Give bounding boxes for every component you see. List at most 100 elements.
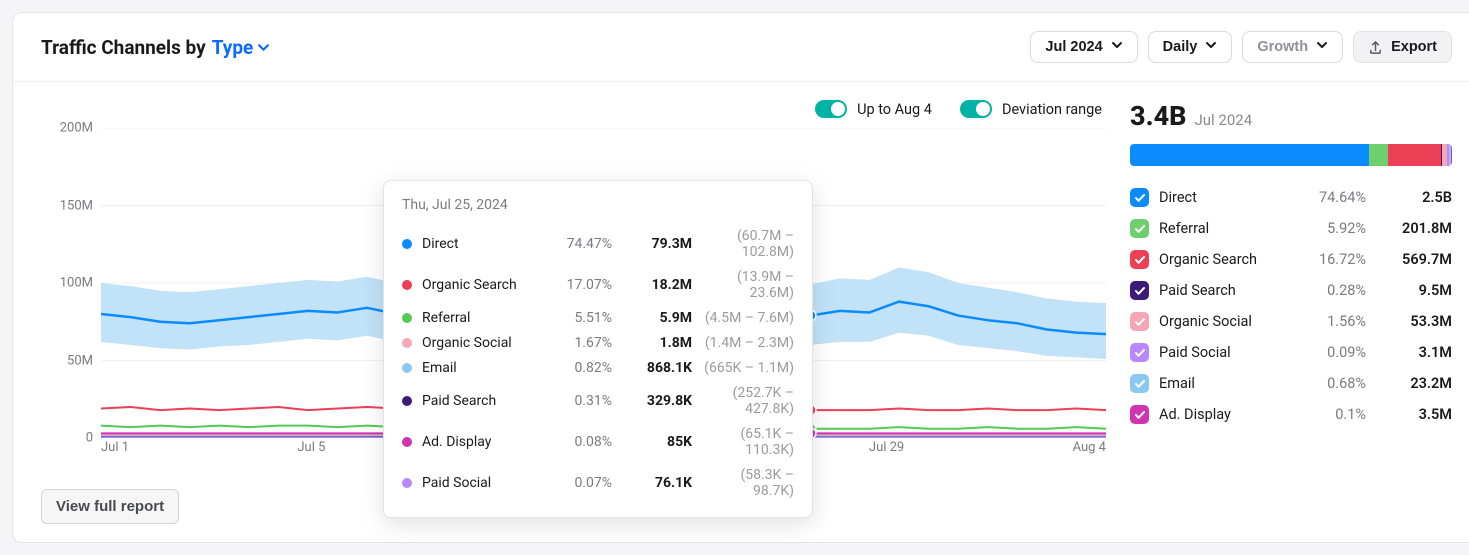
toggle-deviation-label: Deviation range: [1002, 101, 1102, 118]
tooltip-row: Email0.82%868.1K(665K – 1.1M): [402, 355, 794, 380]
frequency-selector[interactable]: Daily: [1148, 31, 1233, 63]
view-full-report-label: View full report: [56, 498, 164, 515]
title-prefix: Traffic Channels by: [41, 36, 206, 59]
tooltip-date: Thu, Jul 25, 2024: [402, 197, 794, 213]
summary-series-value: 3.5M: [1376, 406, 1452, 423]
tooltip-series-range: (60.7M – 102.8M): [702, 228, 794, 260]
series-check-chip[interactable]: [1130, 250, 1149, 269]
series-check-chip[interactable]: [1130, 188, 1149, 207]
summary-series-name: Organic Social: [1159, 313, 1286, 330]
summary-row[interactable]: Organic Social1.56%53.3M: [1130, 306, 1452, 337]
tooltip-series-range: (58.3K – 98.7K): [702, 467, 794, 499]
series-check-chip[interactable]: [1130, 281, 1149, 300]
tooltip-series-name: Organic Search: [422, 277, 540, 293]
summary-row[interactable]: Direct74.64%2.5B: [1130, 182, 1452, 213]
tooltip-series-pct: 0.82%: [550, 360, 612, 376]
tooltip-series-name: Organic Social: [422, 335, 540, 351]
tooltip-series-value: 1.8M: [622, 335, 692, 351]
series-dot-icon: [402, 239, 412, 249]
summary-series-pct: 0.09%: [1296, 344, 1366, 361]
tooltip-row: Organic Search17.07%18.2M(13.9M – 23.6M): [402, 264, 794, 305]
y-tick-label: 200M: [60, 121, 93, 136]
series-check-chip[interactable]: [1130, 343, 1149, 362]
switch-on-icon: [815, 100, 847, 118]
traffic-channels-card: Traffic Channels by Type Jul 2024 Daily …: [12, 12, 1469, 543]
tooltip-series-pct: 1.67%: [550, 335, 612, 351]
metric-selector[interactable]: Growth: [1242, 31, 1343, 63]
summary-rows: Direct74.64%2.5BReferral5.92%201.8MOrgan…: [1130, 182, 1452, 430]
tooltip-series-pct: 74.47%: [550, 236, 612, 252]
summary-series-pct: 0.68%: [1296, 375, 1366, 392]
chevron-down-icon: [1316, 39, 1328, 55]
summary-row[interactable]: Referral5.92%201.8M: [1130, 213, 1452, 244]
y-tick-label: 150M: [60, 198, 93, 213]
stack-segment: [1388, 144, 1441, 166]
series-check-chip[interactable]: [1130, 374, 1149, 393]
summary-series-name: Paid Social: [1159, 344, 1286, 361]
tooltip-series-value: 5.9M: [622, 310, 692, 326]
summary-row[interactable]: Paid Search0.28%9.5M: [1130, 275, 1452, 306]
y-tick-label: 50M: [67, 353, 93, 368]
series-check-chip[interactable]: [1130, 312, 1149, 331]
chart-tooltip: Thu, Jul 25, 2024 Direct74.47%79.3M(60.7…: [383, 180, 813, 518]
tooltip-series-name: Paid Social: [422, 475, 540, 491]
tooltip-row: Direct74.47%79.3M(60.7M – 102.8M): [402, 223, 794, 264]
series-dot-icon: [402, 437, 412, 447]
type-selector-label: Type: [212, 36, 254, 59]
y-tick-label: 100M: [60, 276, 93, 291]
summary-series-name: Ad. Display: [1159, 406, 1286, 423]
summary-series-pct: 16.72%: [1296, 251, 1366, 268]
tooltip-series-range: (665K – 1.1M): [702, 360, 794, 376]
export-button[interactable]: Export: [1353, 31, 1452, 63]
metric-label: Growth: [1257, 39, 1308, 55]
view-full-report-button[interactable]: View full report: [41, 489, 179, 524]
tooltip-series-pct: 17.07%: [550, 277, 612, 293]
tooltip-row: Ad. Display0.08%85K(65.1K – 110.3K): [402, 421, 794, 462]
y-axis: 050M100M150M200M: [41, 128, 101, 438]
summary-total: 3.4B Jul 2024: [1130, 100, 1452, 132]
tooltip-series-range: (65.1K – 110.3K): [702, 426, 794, 458]
stack-segment: [1451, 144, 1452, 166]
tooltip-series-name: Email: [422, 360, 540, 376]
series-check-chip[interactable]: [1130, 405, 1149, 424]
stack-segment: [1369, 144, 1388, 166]
summary-series-name: Direct: [1159, 189, 1286, 206]
period-label: Jul 2024: [1045, 39, 1102, 55]
series-check-chip[interactable]: [1130, 219, 1149, 238]
card-body: Up to Aug 4 Deviation range 0 50M 100M 150M…: [13, 82, 1469, 468]
y-tick-label: 0: [86, 431, 93, 446]
tooltip-row: Paid Social0.07%76.1K(58.3K – 98.7K): [402, 462, 794, 503]
tooltip-series-pct: 0.31%: [550, 393, 612, 409]
summary-total-value: 3.4B: [1130, 100, 1186, 132]
card-title: Traffic Channels by Type: [41, 36, 270, 59]
period-selector[interactable]: Jul 2024: [1030, 31, 1137, 63]
export-icon: [1368, 40, 1383, 55]
tooltip-series-name: Paid Search: [422, 393, 540, 409]
summary-series-value: 9.5M: [1376, 282, 1452, 299]
chevron-down-icon: [1111, 39, 1123, 55]
card-header: Traffic Channels by Type Jul 2024 Daily …: [13, 13, 1469, 82]
chevron-down-icon: [1205, 39, 1217, 55]
summary-series-value: 201.8M: [1376, 220, 1452, 237]
summary-series-pct: 74.64%: [1296, 189, 1366, 206]
toggle-deviation[interactable]: Deviation range: [960, 100, 1102, 118]
summary-row[interactable]: Ad. Display0.1%3.5M: [1130, 399, 1452, 430]
tooltip-rows: Direct74.47%79.3M(60.7M – 102.8M) Organic…: [402, 223, 794, 503]
x-tick-label: Jul 5: [297, 440, 325, 468]
header-controls: Jul 2024 Daily Growth Export: [1030, 31, 1452, 63]
tooltip-series-value: 329.8K: [622, 393, 692, 409]
summary-stack-bar: [1130, 144, 1452, 166]
chart-toggles: Up to Aug 4 Deviation range: [41, 100, 1106, 118]
x-tick-label: Jul 29: [869, 440, 904, 468]
x-tick-label: Aug 4: [1073, 440, 1106, 468]
summary-series-value: 53.3M: [1376, 313, 1452, 330]
chevron-down-icon: [257, 36, 270, 59]
type-selector[interactable]: Type: [212, 36, 271, 59]
summary-row[interactable]: Organic Search16.72%569.7M: [1130, 244, 1452, 275]
tooltip-series-range: (4.5M – 7.6M): [702, 310, 794, 326]
summary-row[interactable]: Paid Social0.09%3.1M: [1130, 337, 1452, 368]
toggle-upto[interactable]: Up to Aug 4: [815, 100, 932, 118]
series-dot-icon: [402, 313, 412, 323]
summary-row[interactable]: Email0.68%23.2M: [1130, 368, 1452, 399]
series-dot-icon: [402, 363, 412, 373]
